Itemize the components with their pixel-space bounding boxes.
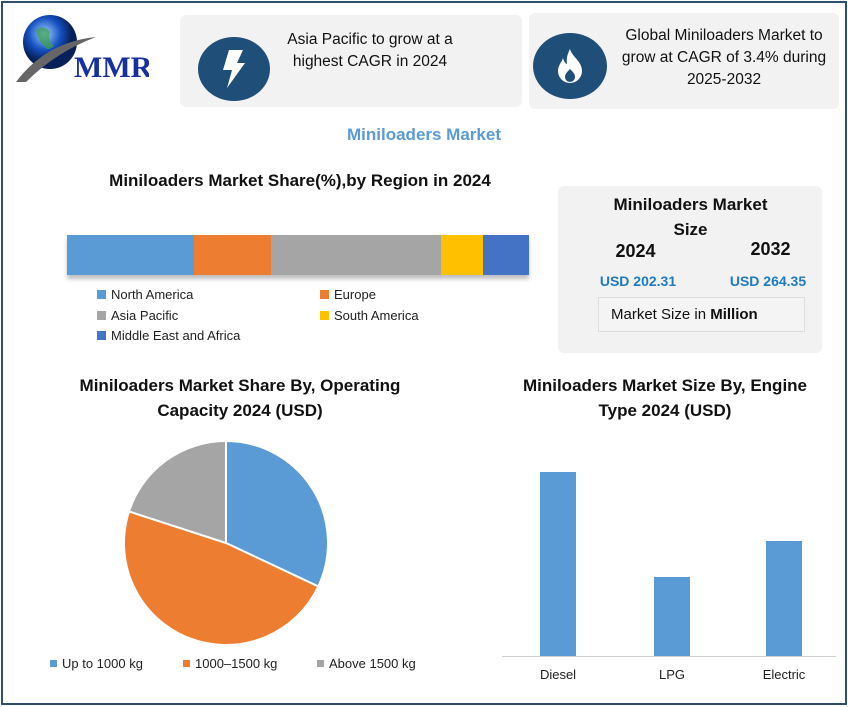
flame-icon xyxy=(533,33,607,99)
legend-item: Middle East and Africa xyxy=(97,328,240,343)
market-size-box: Miniloaders Market Size 2024 2032 USD 20… xyxy=(558,186,822,353)
bar-segment-europe xyxy=(194,235,272,275)
highlight-card-asia: Asia Pacific to grow at a highest CAGR i… xyxy=(180,15,522,107)
highlight-card-cagr: Global Miniloaders Market to grow at CAG… xyxy=(529,13,839,109)
legend-label: 1000–1500 kg xyxy=(195,656,278,671)
legend-label: Asia Pacific xyxy=(111,308,179,323)
value-2032: USD 264.35 xyxy=(729,273,807,289)
value-2024: USD 202.31 xyxy=(599,273,677,289)
x-tick-label: Diesel xyxy=(539,667,577,682)
unit-value: Million xyxy=(710,306,758,323)
region-chart-title: Miniloaders Market Share(%),by Region in… xyxy=(109,171,491,190)
year-2024: 2024 xyxy=(615,241,656,261)
lightning-icon xyxy=(198,37,270,101)
bar-segment-south-america xyxy=(441,235,484,275)
legend-swatch xyxy=(317,660,324,667)
bar-segment-asia-pacific xyxy=(271,235,442,275)
engine-chart-title: Miniloaders Market Size By, Engine Type … xyxy=(522,376,808,420)
legend-item: Asia Pacific xyxy=(97,308,178,323)
legend-item: Up to 1000 kg xyxy=(50,656,143,671)
legend-swatch xyxy=(183,660,190,667)
legend-label: Up to 1000 kg xyxy=(62,656,143,671)
legend-swatch xyxy=(320,290,329,299)
legend-label: North America xyxy=(111,287,194,302)
legend-swatch xyxy=(97,290,106,299)
highlight-text: Asia Pacific to grow at a highest CAGR i… xyxy=(287,31,453,70)
bar-segment-middle-east-and-africa xyxy=(483,235,529,275)
unit-prefix: Market Size in xyxy=(611,306,711,323)
x-tick-label: Electric xyxy=(762,667,806,682)
legend-label: Middle East and Africa xyxy=(111,328,241,343)
unit-label: Market Size in Million xyxy=(598,297,805,332)
legend-item: 1000–1500 kg xyxy=(183,656,277,671)
bar-lpg xyxy=(654,577,690,656)
svg-text:MMR: MMR xyxy=(74,51,149,84)
year-2032: 2032 xyxy=(750,239,791,259)
engine-axis xyxy=(502,656,836,657)
legend-swatch xyxy=(50,660,57,667)
page-title: Miniloaders Market xyxy=(347,125,501,144)
region-stacked-bar xyxy=(67,235,529,275)
market-size-title: Miniloaders Market Size xyxy=(613,195,768,239)
bar-segment-north-america xyxy=(67,235,195,275)
pie-slice-up-to-1000-kg xyxy=(225,439,329,588)
capacity-chart-title: Miniloaders Market Share By, Operating C… xyxy=(79,376,401,420)
bar-electric xyxy=(766,540,802,656)
legend-swatch xyxy=(320,311,329,320)
legend-label: Europe xyxy=(334,287,376,302)
legend-label: South America xyxy=(334,308,419,323)
pie-slice-above-1500-kg xyxy=(127,439,227,545)
legend-swatch xyxy=(97,311,106,320)
legend-item: North America xyxy=(97,287,193,302)
legend-item: Above 1500 kg xyxy=(317,656,416,671)
legend-swatch xyxy=(97,331,106,340)
legend-item: South America xyxy=(320,308,419,323)
x-tick-label: LPG xyxy=(658,667,685,682)
pie-slice-1000-1500-kg xyxy=(123,510,320,646)
capacity-pie-chart xyxy=(123,439,329,646)
legend-label: Above 1500 kg xyxy=(329,656,416,671)
mmr-logo: MMR xyxy=(14,12,153,87)
highlight-text: Global Miniloaders Market to grow at CAG… xyxy=(621,27,827,88)
legend-item: Europe xyxy=(320,287,376,302)
bar-diesel xyxy=(540,471,576,656)
